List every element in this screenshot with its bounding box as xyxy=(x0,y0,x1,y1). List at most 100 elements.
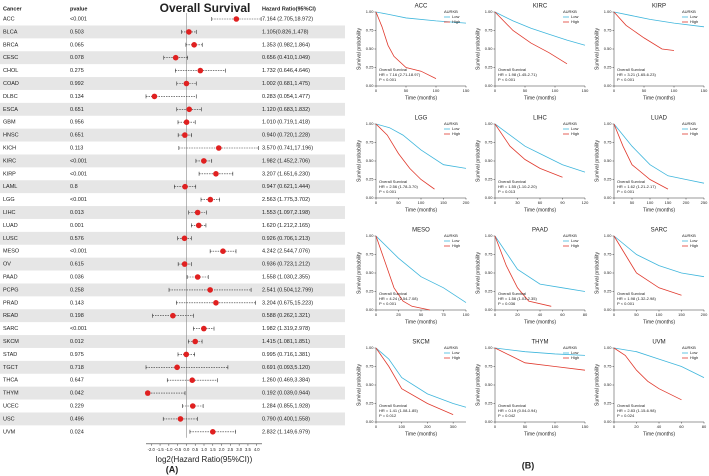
hr-label: 1.284 (0.855,1.928) xyxy=(262,403,310,409)
x-tick-label: 150 xyxy=(678,312,685,317)
pvalue-label: 0.496 xyxy=(70,416,84,422)
cancer-label: LUAD xyxy=(3,223,18,229)
cancer-label: PCPG xyxy=(3,287,19,293)
hr-label: 0.940 (0.720,1.228) xyxy=(262,133,310,139)
x-tick-label: 200 xyxy=(701,312,708,317)
legend-label: High xyxy=(690,355,698,360)
hr-point xyxy=(233,16,240,22)
y-tick-label: 0.00 xyxy=(604,307,613,312)
legend-label: Low xyxy=(571,238,578,243)
legend-label: High xyxy=(452,243,460,248)
x-tick-label: 0 xyxy=(494,312,497,317)
column-header: Hazard Ratio(95%CI) xyxy=(262,6,316,12)
annotation: HR = 1.98 (1.45-2.71) xyxy=(498,72,537,77)
legend-label: High xyxy=(571,355,579,360)
legend-title: AURKB xyxy=(682,233,696,238)
survival-curve xyxy=(494,235,552,307)
x-tick-label: 150 xyxy=(463,88,470,93)
hr-point xyxy=(183,119,190,125)
hr-point xyxy=(183,351,190,358)
x-axis-label: Time (months) xyxy=(524,319,556,325)
y-axis-label: Survival probability xyxy=(594,28,600,70)
x-tick-label: 40 xyxy=(538,312,543,317)
y-tick-label: 1.00 xyxy=(366,121,375,126)
x-tick-label: 50 xyxy=(396,200,401,205)
hr-label: 0.656 (0.410,1.049) xyxy=(262,55,310,61)
hr-point xyxy=(195,222,202,229)
legend-title: AURKB xyxy=(444,9,458,14)
x-tick-label: 60 xyxy=(538,200,543,205)
row-shade xyxy=(0,412,345,426)
survival-curve xyxy=(494,123,563,178)
plot-title: LIHC xyxy=(533,116,547,122)
x-axis-label: Time (months) xyxy=(524,207,556,213)
legend-title: AURKB xyxy=(563,121,577,126)
x-tick-label: 0 xyxy=(375,312,378,317)
annotation: HR = 1.41 (1.08-1.85) xyxy=(379,408,418,413)
annotation: Overall Survival xyxy=(379,67,407,72)
x-tick-label: 1.0 xyxy=(201,447,207,452)
x-tick-label: -1.0 xyxy=(165,447,173,452)
pvalue-label: 0.651 xyxy=(70,133,84,139)
plot-title: THYM xyxy=(532,340,549,346)
hr-point xyxy=(186,29,192,35)
y-axis-label: Survival probability xyxy=(475,140,481,182)
y-tick-label: 0.75 xyxy=(604,140,613,145)
cancer-label: UCEC xyxy=(3,403,19,409)
y-tick-label: 1.00 xyxy=(485,121,494,126)
plot-title: SARC xyxy=(651,228,668,234)
survival-curve xyxy=(375,235,431,311)
legend-label: High xyxy=(571,19,579,24)
hr-label: 1.002 (0.681,1.475) xyxy=(262,81,310,87)
x-tick-label: 150 xyxy=(582,424,589,429)
y-tick-label: 0.25 xyxy=(485,177,494,182)
annotation: Overall Survival xyxy=(617,291,645,296)
cancer-label: CHOL xyxy=(3,68,18,74)
legend-title: AURKB xyxy=(444,121,458,126)
cancer-label: ACC xyxy=(3,16,15,22)
annotation: HR = 4.24 (2.54-7.08) xyxy=(379,296,418,301)
pvalue-label: 0.198 xyxy=(70,313,84,319)
cancer-label: BLCA xyxy=(3,29,18,35)
survival-curve xyxy=(613,235,682,296)
legend-label: Low xyxy=(571,126,578,131)
x-axis-label: Time (months) xyxy=(405,207,437,213)
y-axis-label: Survival probability xyxy=(356,140,362,182)
x-axis-label: Time (months) xyxy=(643,95,675,101)
survival-curve xyxy=(494,123,586,173)
hr-point xyxy=(182,132,188,138)
y-tick-label: 0.50 xyxy=(366,270,375,275)
hr-point xyxy=(194,274,201,280)
cancer-label: KICH xyxy=(3,145,16,151)
pvalue-label: 0.956 xyxy=(70,120,84,126)
hr-label: 2.541 (0.504,12.799) xyxy=(262,287,313,293)
x-tick-label: 200 xyxy=(424,424,431,429)
hr-point xyxy=(183,80,190,87)
hr-point xyxy=(191,42,197,48)
cancer-label: LGG xyxy=(3,197,15,203)
y-tick-label: 0.00 xyxy=(366,195,375,200)
cancer-label: LIHC xyxy=(3,210,16,216)
y-tick-label: 0.25 xyxy=(485,65,494,70)
pvalue-label: 0.718 xyxy=(70,365,84,371)
y-axis-label: Survival probability xyxy=(594,140,600,182)
y-tick-label: 0.25 xyxy=(604,289,613,294)
y-tick-label: 0.75 xyxy=(366,364,375,369)
x-tick-label: 0 xyxy=(613,424,616,429)
survival-curve xyxy=(613,235,705,278)
x-tick-label: 90 xyxy=(560,200,565,205)
hr-label: 1.353 (0.982,1.864) xyxy=(262,42,310,48)
y-tick-label: 0.75 xyxy=(604,252,613,257)
annotation: HR = 2.56 (1.78-3.70) xyxy=(379,184,418,189)
hr-label: 4.242 (2.544,7.076) xyxy=(262,249,310,255)
x-tick-label: 100 xyxy=(552,424,559,429)
hr-label: 0.926 (0.706,1.213) xyxy=(262,236,310,242)
pvalue-label: <0.001 xyxy=(70,249,87,255)
hr-label: 1.982 (1.452,2.706) xyxy=(262,158,310,164)
hr-point xyxy=(182,183,188,190)
row-shade xyxy=(0,257,345,271)
pvalue-label: <0.001 xyxy=(70,16,87,22)
x-tick-label: 0 xyxy=(613,88,616,93)
hr-label: 1.982 (1.319,2.978) xyxy=(262,326,310,332)
pvalue-label: 0.013 xyxy=(70,210,84,216)
